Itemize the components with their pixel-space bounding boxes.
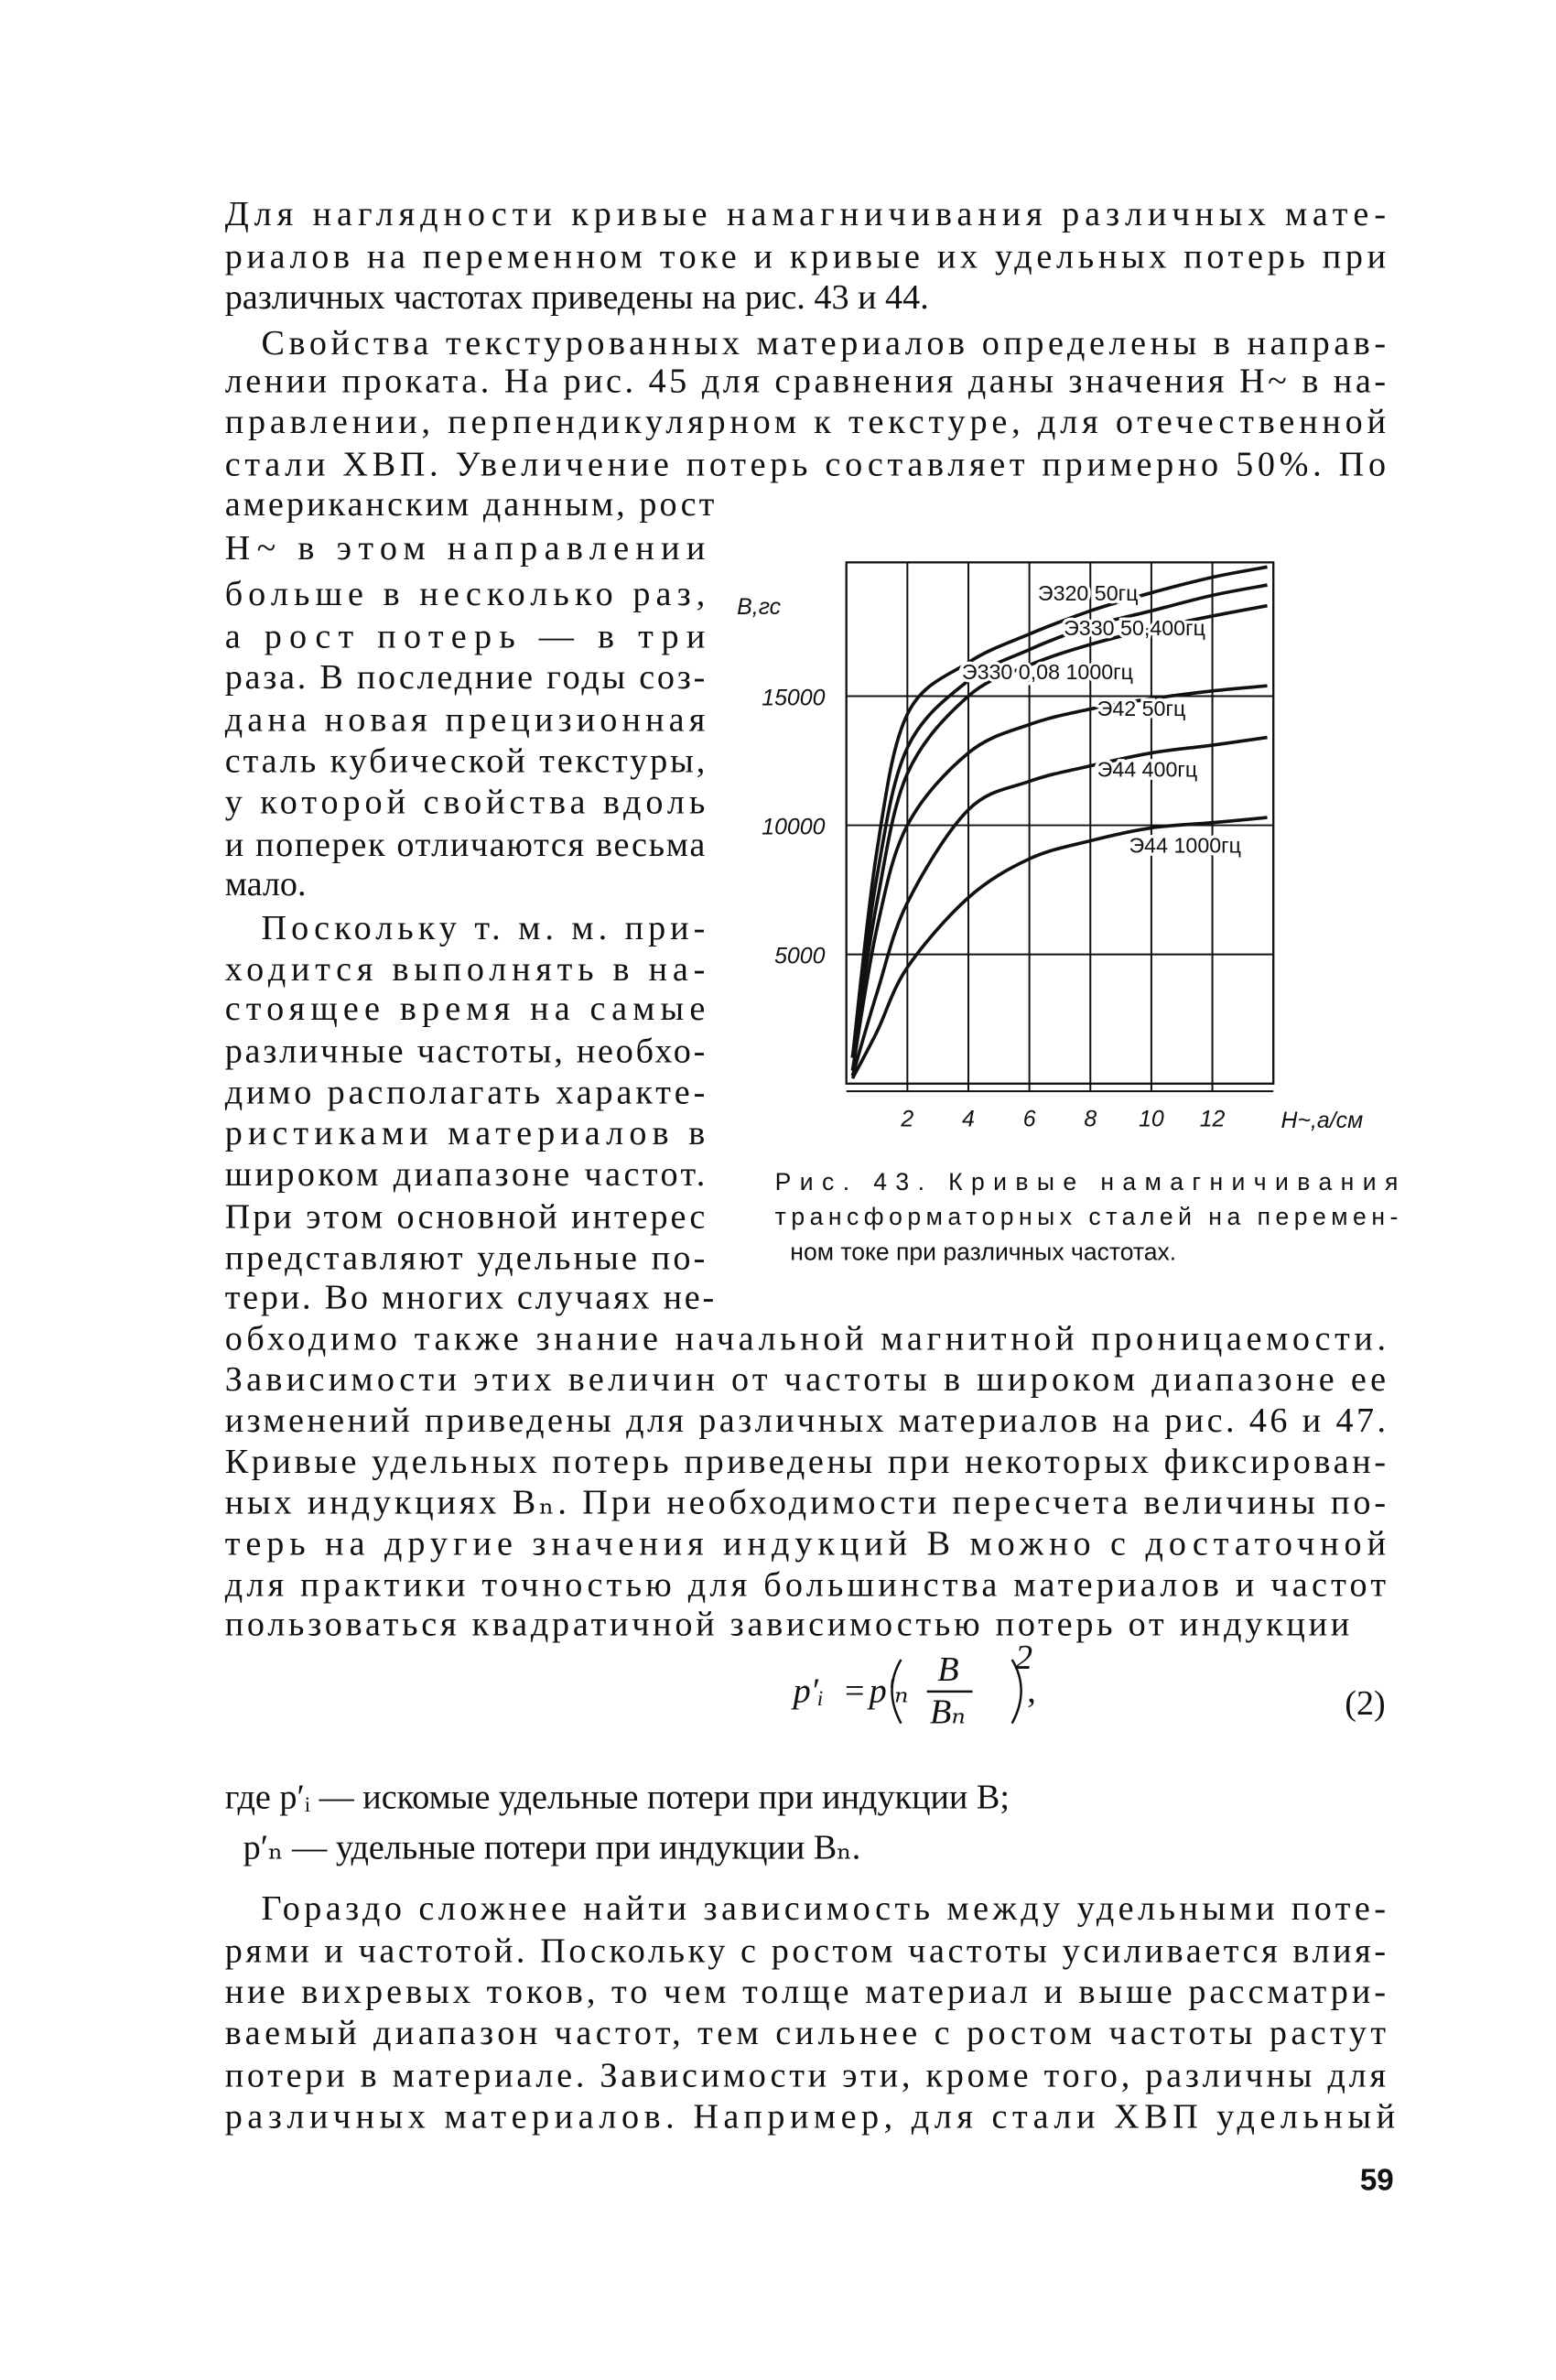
text-line: ных индукциях Bₙ. При необходимости пере… (225, 1484, 1386, 1522)
formula-comma: , (1027, 1671, 1036, 1710)
text-line: рями и частотой. Поскольку с ростом част… (225, 1931, 1386, 1970)
text-line: димо располагать характе- (225, 1073, 706, 1111)
text-line: риалов на переменном токе и кривые их уд… (225, 237, 1386, 276)
curve-label: Э42 50гц (1097, 697, 1186, 720)
curve-label: Э330 50,400гц (1064, 616, 1205, 640)
text-line: ристиками материалов в (225, 1114, 706, 1152)
x-tick-label: 4 (962, 1106, 975, 1131)
text-line: различные частоты, необхо- (225, 1033, 706, 1071)
text-line: сталь кубической текстуры, (225, 741, 706, 780)
text-line: Поскольку т. м. м. при- (262, 909, 706, 947)
curve (850, 583, 1268, 1058)
text-line: различных частотах приведены на рис. 43 … (225, 278, 929, 317)
formula-parens (891, 1659, 1022, 1725)
x-tick-label: 8 (1084, 1106, 1097, 1131)
text-line: H~ в этом направлении (225, 529, 706, 568)
text-line: мало. (225, 865, 307, 903)
figure-caption: ном токе при различных частотах. (790, 1238, 1176, 1265)
curve (850, 565, 1268, 1058)
text-line: При этом основной интерес (225, 1198, 706, 1237)
text-line: Для наглядности кривые намагничивания ра… (225, 195, 1386, 233)
text-line: представляют удельные по- (225, 1239, 706, 1277)
curve (850, 816, 1268, 1079)
y-axis-label: B,гс (737, 594, 782, 620)
curve-label: Э44 400гц (1097, 757, 1198, 781)
formula-tag: (2) (1345, 1684, 1386, 1723)
text-line: пользоваться квадратичной зависимостью п… (225, 1605, 1350, 1643)
x-axis-label: H~,а/см (1281, 1108, 1364, 1133)
x-tick-label: 2 (900, 1106, 913, 1131)
curve-label: Э330 0,08 1000гц (962, 660, 1133, 684)
curve-label: Э320 50гц (1038, 581, 1139, 605)
formula-eq: = (845, 1671, 865, 1710)
x-tick-label: 12 (1200, 1106, 1226, 1131)
text-line: и поперек отличаются весьма (225, 826, 706, 864)
formula-lhs: p′ᵢ (791, 1671, 824, 1710)
text-line: стали ХВП. Увеличение потерь составляет … (225, 446, 1386, 484)
formula-den: Bₙ (930, 1693, 966, 1732)
text-line: изменений приведены для различных матери… (225, 1401, 1386, 1440)
text-line: где p′ᵢ — искомые удельные потери при ин… (225, 1779, 1010, 1817)
y-tick-label: 15000 (762, 685, 825, 710)
text-line: обходимо также знание начальной магнитно… (225, 1319, 1386, 1358)
text-line: p′ₙ — удельные потери при индукции Bₙ. (243, 1828, 861, 1866)
formula-exp: 2 (1015, 1639, 1032, 1677)
text-line: раза. В последние годы соз- (225, 658, 706, 697)
y-tick-label: 10000 (762, 815, 825, 840)
text-line: а рост потерь — в три (225, 617, 706, 655)
x-tick-label: 6 (1023, 1106, 1036, 1131)
text-line: лении проката. На рис. 45 для сравнения … (225, 362, 1386, 400)
curve (850, 684, 1268, 1071)
text-line: тери. Во многих случаях не- (225, 1278, 715, 1316)
text-line: ние вихревых токов, то чем толще материа… (225, 1973, 1386, 2011)
plot-frame (845, 561, 1275, 1085)
y-tick-label: 5000 (774, 944, 826, 969)
x-tick-label: 10 (1139, 1106, 1164, 1131)
text-line: больше в несколько раз, (225, 575, 706, 613)
text-line: правлении, перпендикулярном к текстуре, … (225, 403, 1386, 441)
text-line: для практики точностью для большинства м… (225, 1565, 1387, 1604)
text-line: у которой свойства вдоль (225, 783, 706, 821)
curve (850, 603, 1268, 1058)
page-number: 59 (1360, 2163, 1394, 2197)
text-line: терь на другие значения индукций B можно… (225, 1524, 1386, 1563)
formula-rhs: p′ₙ (867, 1671, 909, 1710)
formula-num: B (937, 1650, 958, 1689)
curve-label: Э44 1000гц (1129, 833, 1240, 857)
text-line: широком диапазоне частот. (225, 1155, 706, 1194)
curve (850, 735, 1268, 1076)
text-line: ваемый диапазон частот, тем сильнее с ро… (225, 2014, 1387, 2052)
